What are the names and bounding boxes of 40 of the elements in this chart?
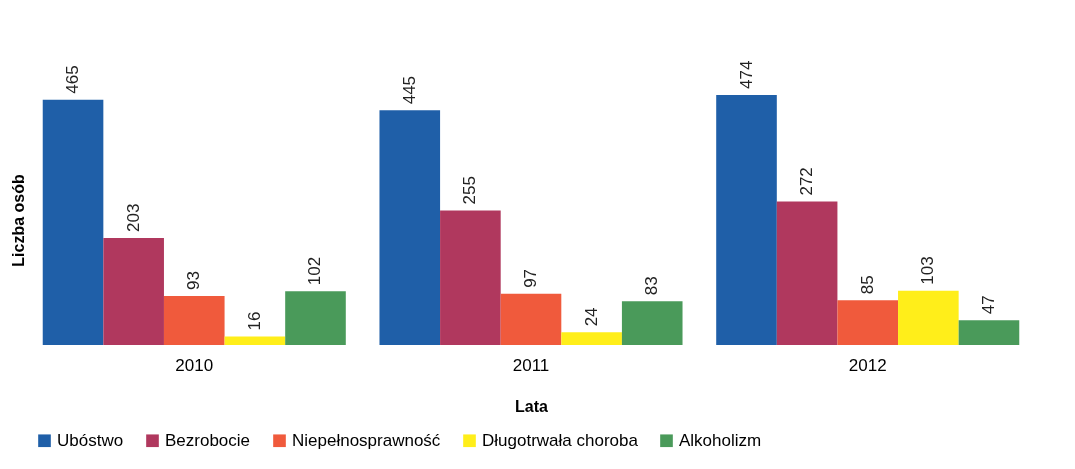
x-tick-label: 2011	[512, 355, 550, 375]
data-label: 85	[857, 275, 877, 295]
bar	[103, 237, 164, 345]
data-label: 24	[581, 307, 601, 327]
x-axis-title: Lata	[515, 397, 549, 415]
bar	[379, 110, 441, 345]
data-label: 255	[460, 176, 480, 205]
data-label: 465	[63, 65, 83, 94]
bar	[837, 300, 899, 345]
bar	[958, 320, 1020, 345]
bar	[42, 99, 104, 345]
bar	[224, 336, 286, 345]
data-label: 16	[244, 311, 264, 331]
bar	[716, 95, 777, 345]
data-label: 97	[521, 268, 540, 288]
data-label: 272	[797, 167, 817, 196]
legend-label: Ubóstwo	[57, 430, 124, 450]
x-tick-label: 2012	[848, 355, 887, 375]
bar	[898, 290, 959, 345]
y-axis-title: Liczba osób	[9, 174, 27, 267]
bar	[440, 210, 501, 345]
legend-label: Niepełnosprawność	[292, 430, 441, 450]
bar	[776, 201, 838, 345]
bar	[561, 332, 622, 345]
bar	[285, 291, 346, 345]
data-label: 474	[736, 60, 756, 89]
legend-label: Alkoholizm	[679, 430, 762, 450]
legend-label: Bezrobocie	[165, 430, 251, 450]
bar	[163, 295, 225, 345]
data-label: 102	[305, 256, 325, 286]
data-label: 93	[184, 271, 204, 290]
data-label: 83	[642, 276, 662, 296]
data-label: 47	[978, 295, 998, 315]
x-tick-label: 2010	[175, 355, 214, 375]
data-label: 103	[918, 256, 938, 285]
bar	[621, 301, 683, 345]
data-label: 445	[399, 75, 419, 105]
data-label: 203	[123, 203, 143, 232]
legend-label: Długotrwała choroba	[482, 430, 639, 450]
bar	[500, 293, 562, 345]
